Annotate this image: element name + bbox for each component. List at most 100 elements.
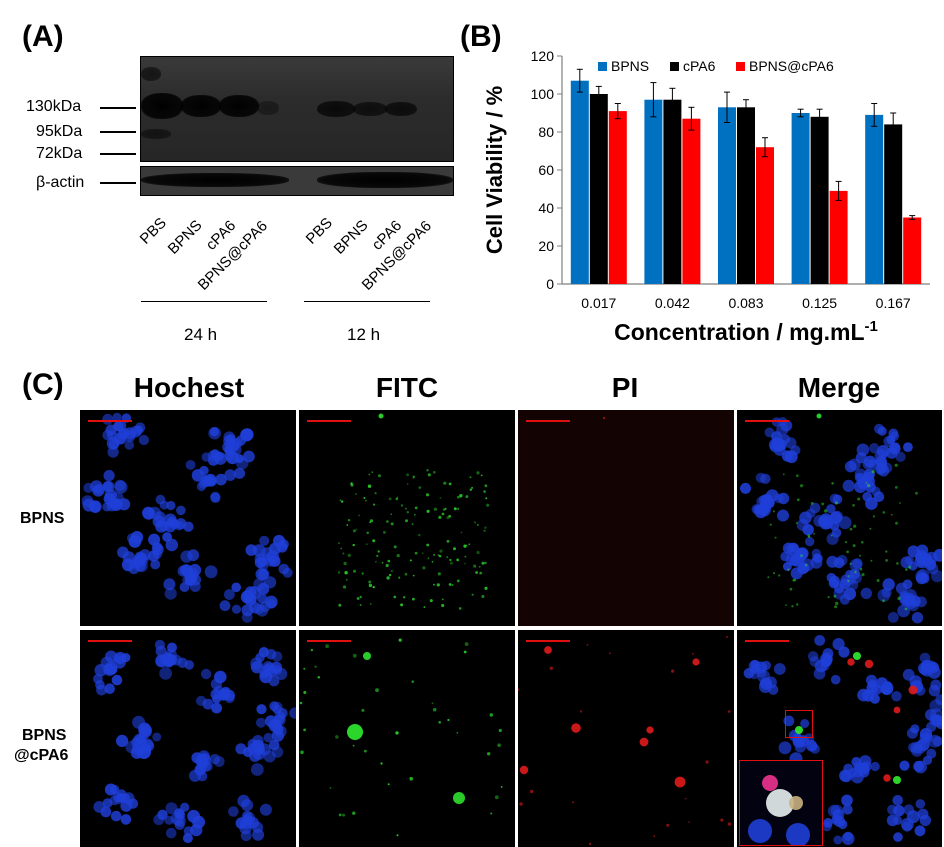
nucleus-spot xyxy=(865,497,878,510)
y-tick-label: 40 xyxy=(538,200,554,216)
fitc-speck xyxy=(904,607,908,611)
nucleus-spot xyxy=(114,480,128,494)
fitc-speck xyxy=(796,474,799,477)
nucleus-spot xyxy=(174,808,185,819)
nucleus-spot xyxy=(242,746,254,758)
pi-speck xyxy=(671,669,675,673)
mw-marker-130: 130kDa xyxy=(26,98,82,115)
bar-cpa6-3 xyxy=(810,116,829,284)
fitc-speck xyxy=(300,750,304,755)
nucleus-spot xyxy=(748,819,772,843)
fitc-speck xyxy=(456,558,460,562)
nucleus-spot xyxy=(927,563,939,575)
fitc-speck xyxy=(339,499,342,501)
nucleus-spot xyxy=(795,548,808,561)
pi-speck xyxy=(720,818,724,822)
fitc-speck xyxy=(432,707,437,712)
micrograph-bpns-cpa6-merge xyxy=(737,630,942,847)
pi-speck xyxy=(609,652,611,655)
nucleus-spot xyxy=(822,648,834,659)
x-tick-label: 0.083 xyxy=(728,295,763,311)
mw-tick-130 xyxy=(100,107,136,109)
fitc-speck xyxy=(465,495,469,499)
nucleus-spot xyxy=(768,684,779,695)
nucleus-spot xyxy=(112,412,122,422)
fitc-speck xyxy=(352,811,356,815)
fitc-speck xyxy=(418,486,422,489)
nucleus-spot xyxy=(259,535,270,546)
nucleus-spot xyxy=(868,679,877,689)
fitc-speck xyxy=(352,529,356,533)
x-tick-label: 0.125 xyxy=(802,295,837,311)
fitc-speck xyxy=(475,571,478,574)
y-tick-label: 0 xyxy=(546,276,554,292)
fitc-speck xyxy=(390,569,394,573)
nucleus-spot xyxy=(159,500,169,510)
nucleus-spot xyxy=(893,816,903,825)
micrograph-bpns-pi xyxy=(518,410,734,626)
nucleus-spot xyxy=(773,663,786,675)
nucleus-spot xyxy=(842,804,853,815)
fitc-cluster xyxy=(795,726,803,734)
micrograph-bpns-cpa6-fitc xyxy=(299,630,515,847)
fitc-speck xyxy=(791,605,794,608)
fitc-speck xyxy=(448,514,452,518)
fitc-speck xyxy=(345,578,348,581)
row-label-bpns: BPNS xyxy=(20,509,64,529)
fitc-speck xyxy=(375,688,379,692)
fitc-speck xyxy=(449,558,452,562)
fitc-speck xyxy=(340,547,342,550)
fitc-speck xyxy=(800,554,803,557)
fitc-speck xyxy=(834,605,838,609)
fitc-speck xyxy=(821,502,825,506)
nucleus-spot xyxy=(192,815,205,829)
fitc-speck xyxy=(439,549,443,553)
row-label-bpns-cpa6: BPNS @cPA6 xyxy=(14,726,68,766)
nucleus-spot xyxy=(104,783,117,796)
fitc-speck xyxy=(378,474,381,478)
micrograph-image xyxy=(602,416,606,420)
nucleus-spot xyxy=(265,555,277,567)
nucleus-spot xyxy=(810,556,823,569)
nucleus-spot xyxy=(796,518,809,531)
loading-control-label: β-actin xyxy=(36,174,85,191)
nucleus-spot xyxy=(148,533,161,546)
fitc-speck xyxy=(403,596,406,599)
fitc-speck xyxy=(456,579,460,583)
nucleus-spot xyxy=(95,680,105,690)
fitc-speck xyxy=(405,507,407,510)
fitc-speck xyxy=(421,552,424,554)
fitc-speck xyxy=(429,599,433,603)
fitc-speck xyxy=(438,515,442,519)
fitc-speck xyxy=(395,497,399,501)
fitc-speck xyxy=(418,533,421,537)
fitc-speck xyxy=(367,484,372,488)
fitc-speck xyxy=(437,572,441,576)
pi-spot xyxy=(571,723,581,733)
pi-speck xyxy=(725,636,728,638)
nucleus-spot xyxy=(932,736,942,747)
micrograph-grid xyxy=(80,410,942,847)
nucleus-spot xyxy=(136,735,146,746)
pi-speck xyxy=(580,710,583,713)
micrograph-image xyxy=(299,638,503,837)
nucleus-spot xyxy=(102,798,113,808)
pi-speck xyxy=(727,710,731,713)
nucleus-spot xyxy=(137,745,151,759)
merged-cell xyxy=(766,789,794,817)
fitc-speck xyxy=(356,597,360,600)
nucleus-spot xyxy=(259,803,272,816)
fitc-speck xyxy=(361,572,364,575)
fitc-speck xyxy=(386,520,389,523)
row-label-bpns-cpa6-line-2: @cPA6 xyxy=(14,747,69,764)
fitc-speck xyxy=(846,550,849,554)
fitc-speck xyxy=(376,554,379,557)
fitc-speck xyxy=(443,481,447,485)
pi-speck xyxy=(705,760,709,764)
fitc-speck xyxy=(388,573,392,577)
fitc-speck xyxy=(342,813,346,817)
fitc-speck xyxy=(490,812,493,815)
nucleus-spot xyxy=(103,663,116,676)
fitc-speck xyxy=(368,473,371,476)
nucleus-spot xyxy=(821,821,832,832)
